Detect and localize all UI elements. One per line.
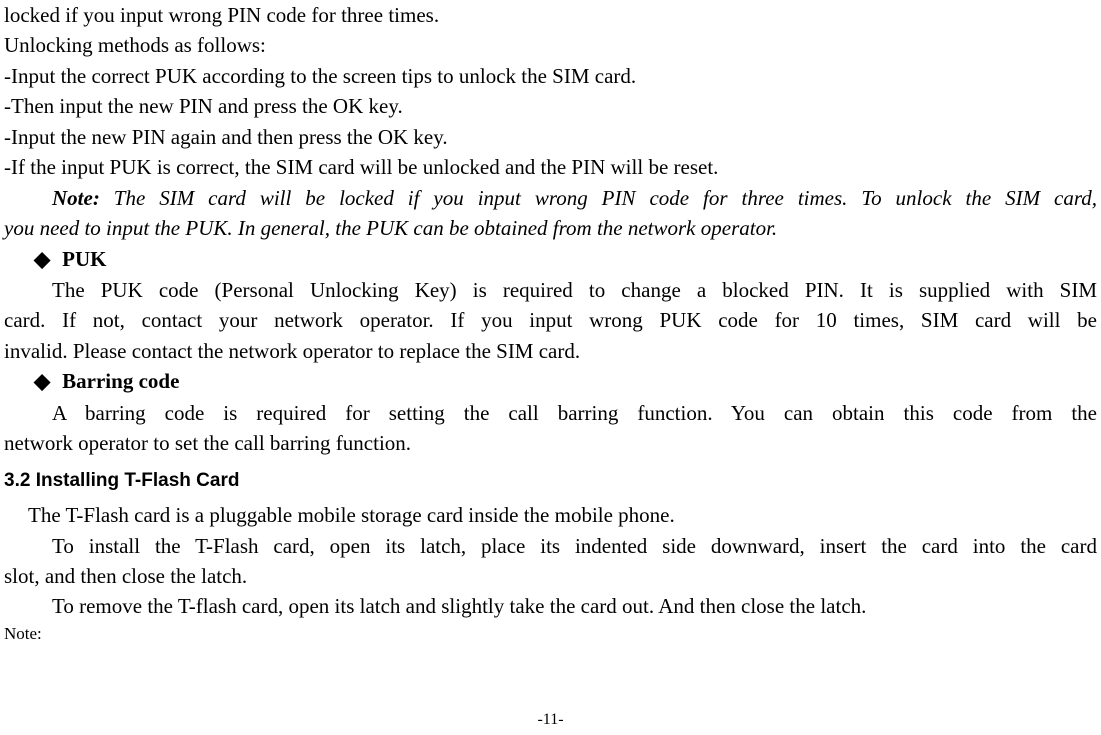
bullet-label: Barring code	[62, 369, 179, 393]
note-line: Note: The SIM card will be locked if you…	[4, 183, 1097, 213]
note-label: Note:	[52, 186, 100, 210]
body-line: Unlocking methods as follows:	[4, 30, 1097, 60]
body-line: locked if you input wrong PIN code for t…	[4, 0, 1097, 30]
page-number: -11-	[0, 711, 1101, 729]
diamond-bullet-icon: ◆	[34, 370, 50, 393]
section-heading-3-2: 3.2 Installing T-Flash Card	[4, 467, 1097, 495]
body-line: invalid. Please contact the network oper…	[4, 336, 1097, 366]
bullet-item-puk: ◆ PUK	[4, 244, 1097, 275]
page-body: locked if you input wrong PIN code for t…	[0, 0, 1101, 647]
body-line: The PUK code (Personal Unlocking Key) is…	[4, 275, 1097, 305]
diamond-bullet-icon: ◆	[34, 248, 50, 271]
body-line: A barring code is required for setting t…	[4, 398, 1097, 428]
body-line: -Input the new PIN again and then press …	[4, 122, 1097, 152]
body-line: network operator to set the call barring…	[4, 428, 1097, 458]
body-line: -Input the correct PUK according to the …	[4, 61, 1097, 91]
bullet-label: PUK	[62, 247, 106, 271]
body-line: To remove the T-flash card, open its lat…	[4, 591, 1097, 621]
body-line: card. If not, contact your network opera…	[4, 305, 1097, 335]
body-line: -If the input PUK is correct, the SIM ca…	[4, 152, 1097, 182]
body-line: -Then input the new PIN and press the OK…	[4, 91, 1097, 121]
note-line: you need to input the PUK. In general, t…	[4, 213, 1097, 243]
body-line: To install the T-Flash card, open its la…	[4, 531, 1097, 561]
body-line: The T-Flash card is a pluggable mobile s…	[4, 500, 1097, 530]
note-text: The SIM card will be locked if you input…	[100, 186, 1097, 210]
note-label-small: Note:	[4, 622, 1097, 647]
body-line: slot, and then close the latch.	[4, 561, 1097, 591]
bullet-item-barring: ◆ Barring code	[4, 366, 1097, 397]
